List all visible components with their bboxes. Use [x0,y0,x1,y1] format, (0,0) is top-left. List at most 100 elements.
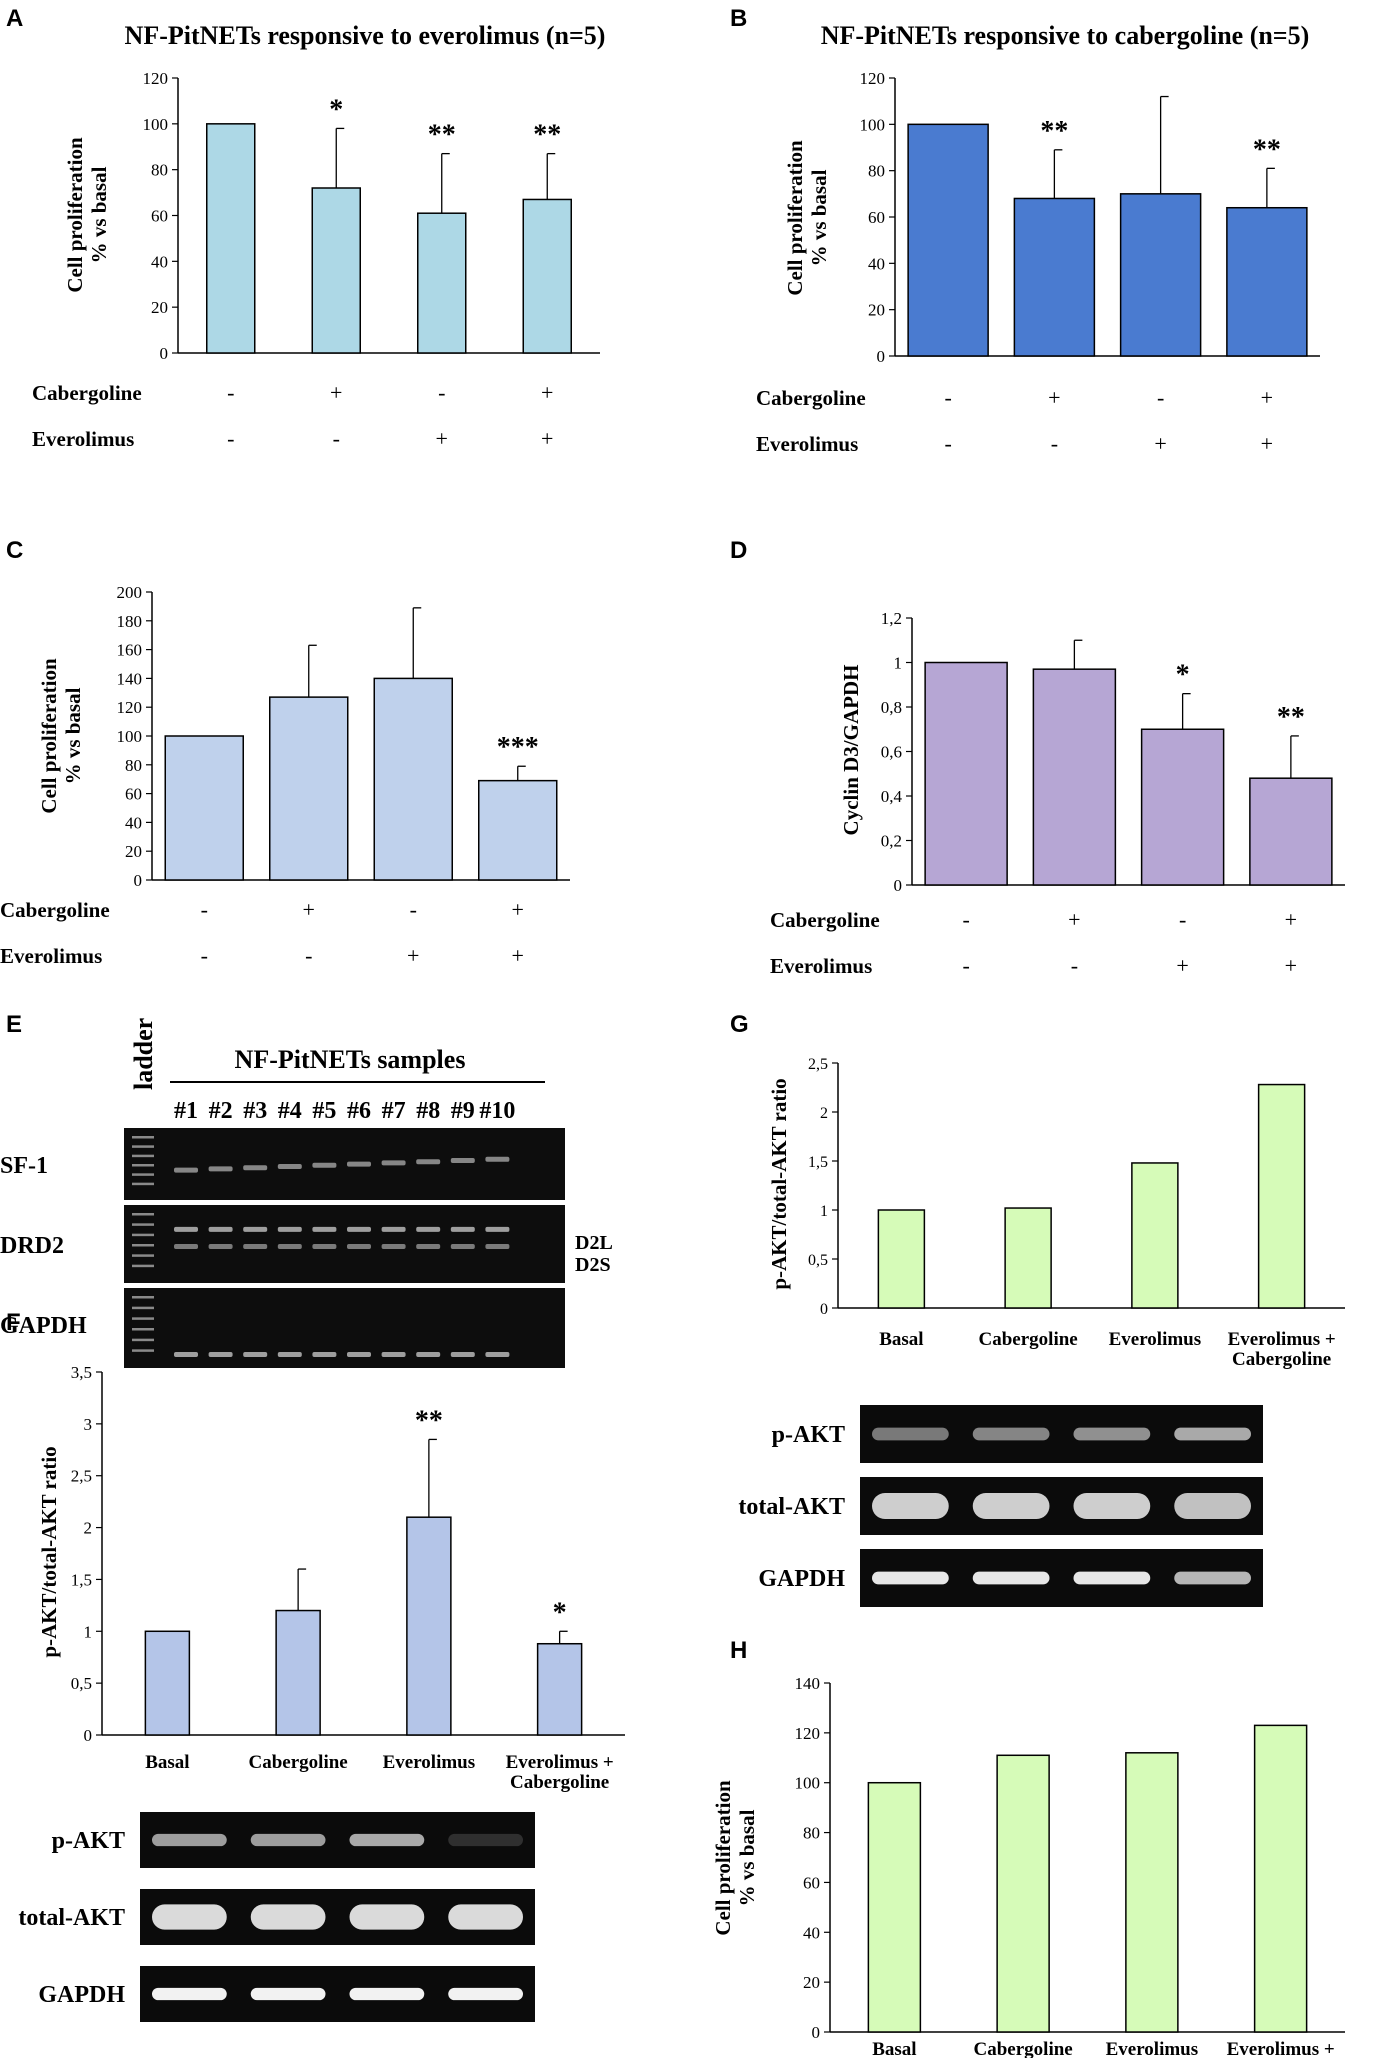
y-tick-label: 1,2 [881,609,902,628]
treatment-sign: - [227,426,234,451]
gel-band [243,1244,268,1249]
y-tick-label: 2,5 [71,1467,92,1486]
x-category-label-line: Everolimus [1109,1329,1202,1350]
x-category-label: Everolimus +Cabergoline [506,1752,614,1793]
sample-label: #8 [416,1098,440,1124]
y-axis-label-line: % vs basal [87,166,111,263]
x-category-label: Everolimus [1109,1329,1202,1350]
x-category-label: Cabergoline [979,1329,1078,1350]
significance-marker: ** [533,120,561,151]
panel-label-g: G [730,1011,749,1038]
blot-band [250,1833,326,1847]
gel-row-label: DRD2 [0,1233,64,1259]
x-category-label-line: Cabergoline [510,1772,609,1793]
blot-row-label: GAPDH [38,1982,125,2008]
x-category-label: Everolimus [383,1752,476,1773]
y-tick-label: 100 [860,115,886,134]
bar [144,1630,191,1736]
y-tick-label: 1 [84,1622,93,1641]
treatment-sign: + [1048,385,1060,410]
y-axis-label-line: Cyclin D3/GAPDH [839,665,863,836]
y-tick-label: 0 [160,344,169,363]
y-tick-label: 40 [868,254,885,273]
treatment-sign: + [436,426,448,451]
treatment-sign: + [541,426,553,451]
y-tick-label: 100 [117,727,143,746]
treatment-sign: + [541,380,553,405]
x-category-label-line: Basal [872,2039,916,2058]
treatment-sign: - [1071,953,1078,978]
gel-band [485,1156,510,1162]
treatment-sign: - [962,953,969,978]
treatment-label: Everolimus [770,954,872,978]
ladder-band [132,1223,154,1226]
gel-band [347,1352,371,1357]
chart-d: Cyclin D3/GAPDH00,20,40,60,811,2***Caber… [770,609,1345,978]
bar [373,677,453,881]
bar [206,123,256,354]
chart-a: NF-PitNETs responsive to everolimus (n=5… [32,21,605,451]
treatment-label: Cabergoline [32,381,142,405]
gel-row-background [124,1128,565,1200]
band-label-d2s: D2S [575,1254,611,1276]
y-axis-label-line: Cell proliferation [63,137,87,293]
y-tick-label: 120 [143,69,169,88]
gel-band [416,1226,441,1232]
blot-row-label: GAPDH [758,1566,845,1592]
y-tick-label: 3,5 [71,1363,92,1382]
x-category-label-line: Everolimus [383,1752,476,1773]
chart-h: Cell proliferation% vs basal 0 20 40 60 80 100… [711,1674,1345,2058]
y-tick-label: 0,8 [881,698,902,717]
chart-title: NF-PitNETs responsive to everolimus (n=5… [125,21,606,50]
bar [1013,197,1096,357]
gel-band [450,1158,475,1163]
sample-label: #2 [209,1098,233,1124]
ladder-band [132,1317,154,1320]
gel-band [485,1352,510,1357]
y-tick-label: 100 [795,1774,821,1793]
bar [867,1781,922,2033]
gel-band [208,1352,233,1357]
x-category-label-line: Basal [145,1752,189,1773]
blot-band [448,1904,523,1930]
bar [1119,193,1202,357]
bar [1249,777,1333,886]
ladder-band [132,1254,154,1257]
treatment-sign: - [201,897,208,922]
panel-label-c: C [6,537,23,564]
gel-band [243,1226,268,1232]
ladder-band [132,1328,154,1331]
gel-band [450,1226,475,1232]
significance-marker: ** [415,1405,443,1436]
significance-marker: ** [1253,134,1281,165]
treatment-sign: + [512,897,524,922]
y-tick-label: 0,4 [881,787,903,806]
significance-marker: ** [1277,702,1305,733]
treatment-label: Cabergoline [0,898,110,922]
band-label-d2l: D2L [575,1232,613,1254]
blot-band [872,1571,949,1585]
y-tick-label: 2 [84,1519,93,1538]
y-axis-label: Cell proliferation% vs basal [783,140,831,296]
bar [1032,668,1117,886]
bar [877,1209,926,1309]
y-tick-label: 0,6 [881,743,902,762]
bar [275,1609,321,1736]
x-category-label-line: Everolimus + [1228,1329,1336,1350]
blot-band [349,1904,425,1930]
blot-band [1174,1492,1251,1520]
y-tick-label: 200 [117,583,143,602]
treatment-sign: - [944,385,951,410]
y-axis-label: p-AKT/total-AKT ratio [37,1446,61,1657]
treatment-sign: + [1068,907,1080,932]
y-tick-label: 0 [894,876,903,895]
x-category-label: Everolimus [1106,2039,1199,2058]
chart-title: NF-PitNETs responsive to cabergoline (n=… [821,21,1310,50]
gel-header: NF-PitNETs samples [235,1045,466,1074]
bar [417,212,467,354]
blot-f: p-AKT total-AKT GAPDH [18,1812,535,2022]
y-tick-label: 80 [151,161,168,180]
y-tick-label: 0 [134,871,143,890]
blot-band [972,1427,1050,1441]
significance-marker: * [329,94,343,125]
